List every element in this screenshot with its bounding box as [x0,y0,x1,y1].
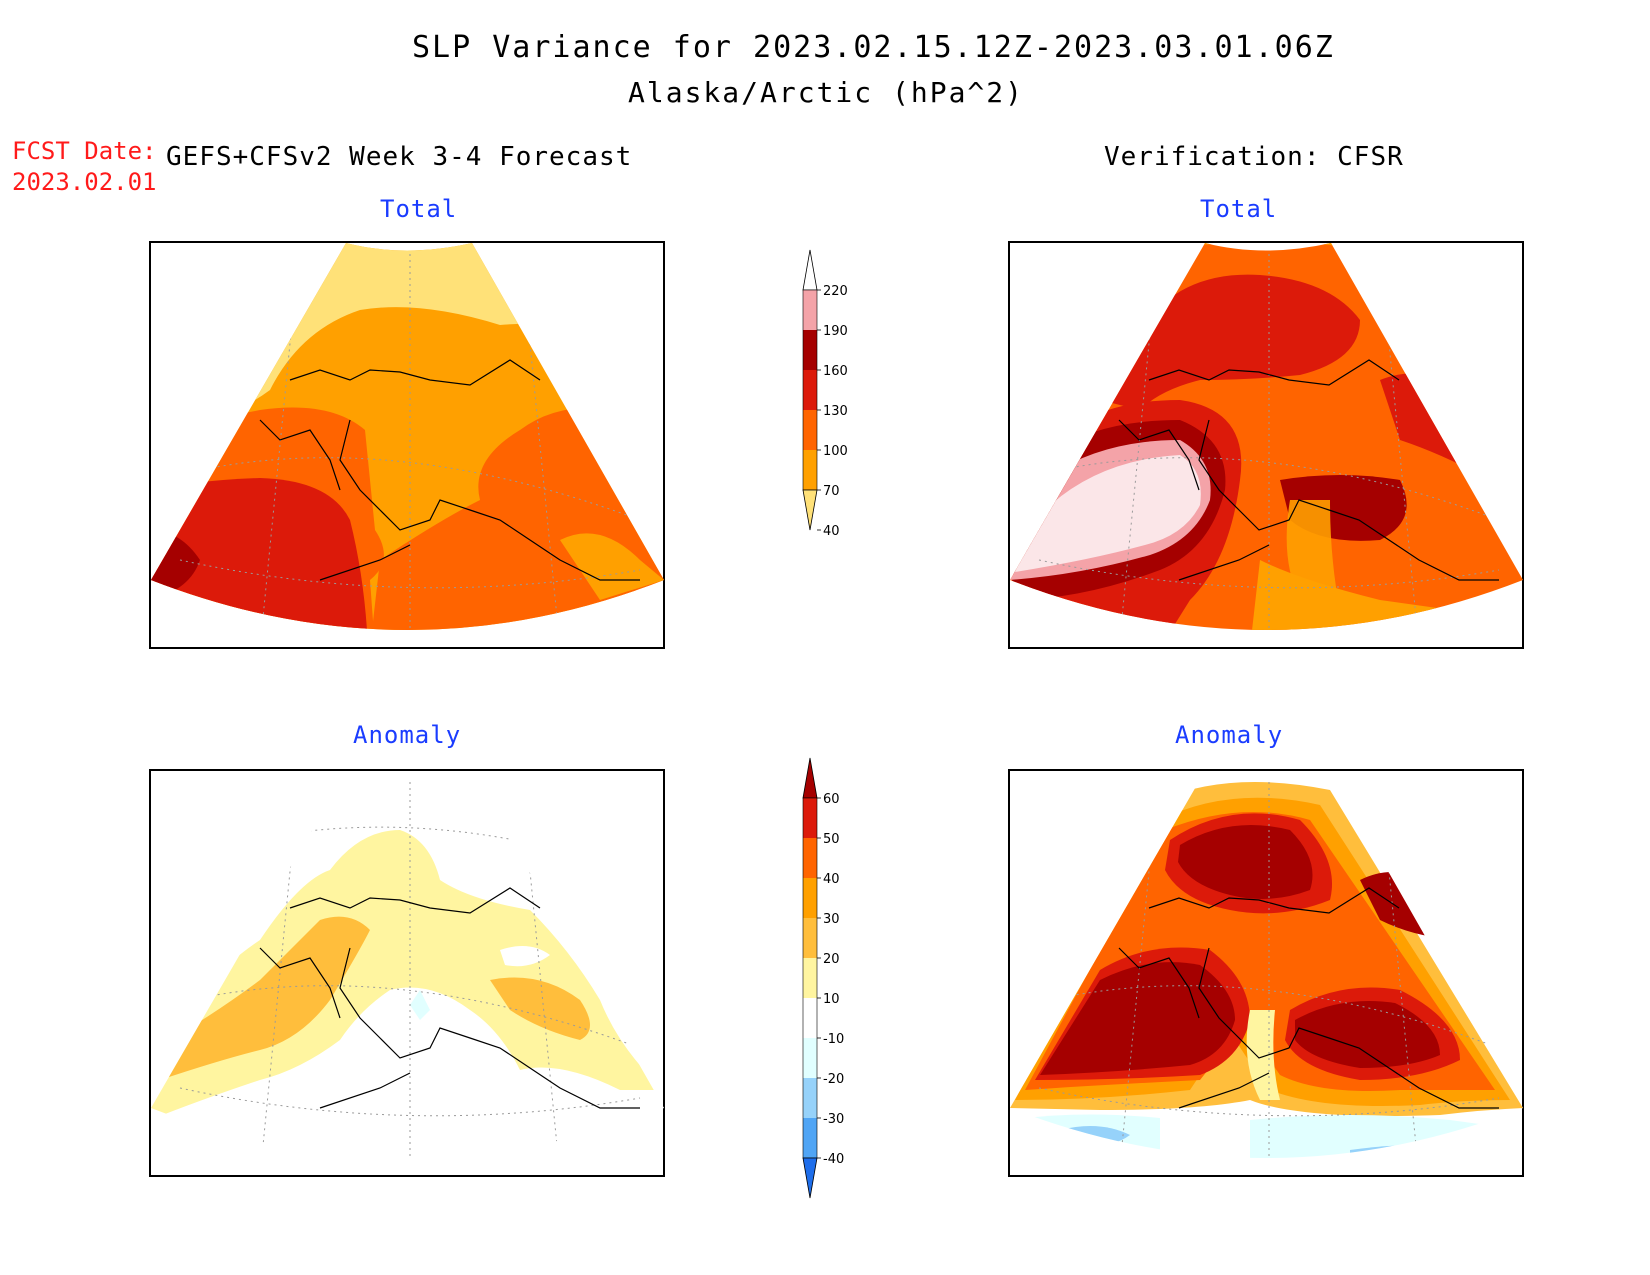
panel-label-forecast-total: Total [380,195,458,223]
anomaly-colorbar-segment [803,878,817,918]
anomaly-colorbar-tick-label: -10 [823,1032,844,1047]
forecast-heading: GEFS+CFSv2 Week 3-4 Forecast [166,142,633,172]
total-colorbar-segment [803,330,817,370]
total-colorbar: 220 190 160 130 100 70 40 [802,249,848,539]
anomaly-colorbar-tick-label: 10 [823,992,840,1007]
anomaly-colorbar-segment [803,838,817,878]
anomaly-colorbar-tick-label: 20 [823,952,840,967]
total-colorbar-segment [803,450,817,490]
total-colorbar-tick-label: 220 [823,284,848,299]
verification-anomaly-field [1010,771,1523,1158]
anomaly-colorbar: 60 50 40 30 20 10 -10 -20 -30 -40 [802,757,844,1199]
total-colorbar-tick-label: 100 [823,444,848,459]
chart-subtitle: Alaska/Arctic (hPa^2) [628,76,1025,109]
fcst-date-value: 2023.02.01 [12,168,157,196]
anomaly-colorbar-segment [803,1078,817,1118]
total-colorbar-segment [803,370,817,410]
chart-title: SLP Variance for 2023.02.15.12Z-2023.03.… [412,30,1335,65]
anomaly-colorbar-segment [803,798,817,838]
forecast-anomaly-map [149,769,665,1177]
anomaly-colorbar-tick-label: 40 [823,872,840,887]
total-colorbar-tick-label: 160 [823,364,848,379]
total-colorbar-tick-label: 40 [823,524,840,539]
anomaly-colorbar-segment [803,1038,817,1078]
anomaly-colorbar-tick-label: 50 [823,832,840,847]
anomaly-colorbar-tick-label: 30 [823,912,840,927]
anomaly-colorbar-tick-label: -20 [823,1072,844,1087]
panel-label-verification-total: Total [1200,195,1278,223]
verification-heading: Verification: CFSR [1104,142,1404,172]
anomaly-colorbar-segment [803,958,817,998]
anomaly-colorbar-top-arrow [802,757,818,799]
total-colorbar-segment [803,410,817,450]
fcst-date-label: FCST Date: [12,137,157,165]
anomaly-colorbar-tick-label: -40 [823,1152,844,1167]
total-colorbar-tick-label: 190 [823,324,848,339]
total-colorbar-tick-label: 130 [823,404,848,419]
anomaly-colorbar-tick-label: -30 [823,1112,844,1127]
anomaly-colorbar-segment [803,998,817,1038]
anomaly-colorbar-tick-label: 60 [823,792,840,807]
anomaly-colorbar-segment [803,918,817,958]
panel-label-verification-anomaly: Anomaly [1175,721,1284,749]
forecast-total-map [149,241,665,649]
verification-anomaly-map [1008,769,1524,1177]
anomaly-colorbar-segment [803,1118,817,1158]
total-colorbar-top-arrow [802,249,818,291]
total-colorbar-segment [803,290,817,330]
total-colorbar-tick-label: 70 [823,484,840,499]
panel-label-forecast-anomaly: Anomaly [353,721,462,749]
verification-total-map [1008,241,1524,649]
anomaly-colorbar-bottom-arrow [802,1157,818,1199]
total-colorbar-bottom-arrow [802,489,818,531]
